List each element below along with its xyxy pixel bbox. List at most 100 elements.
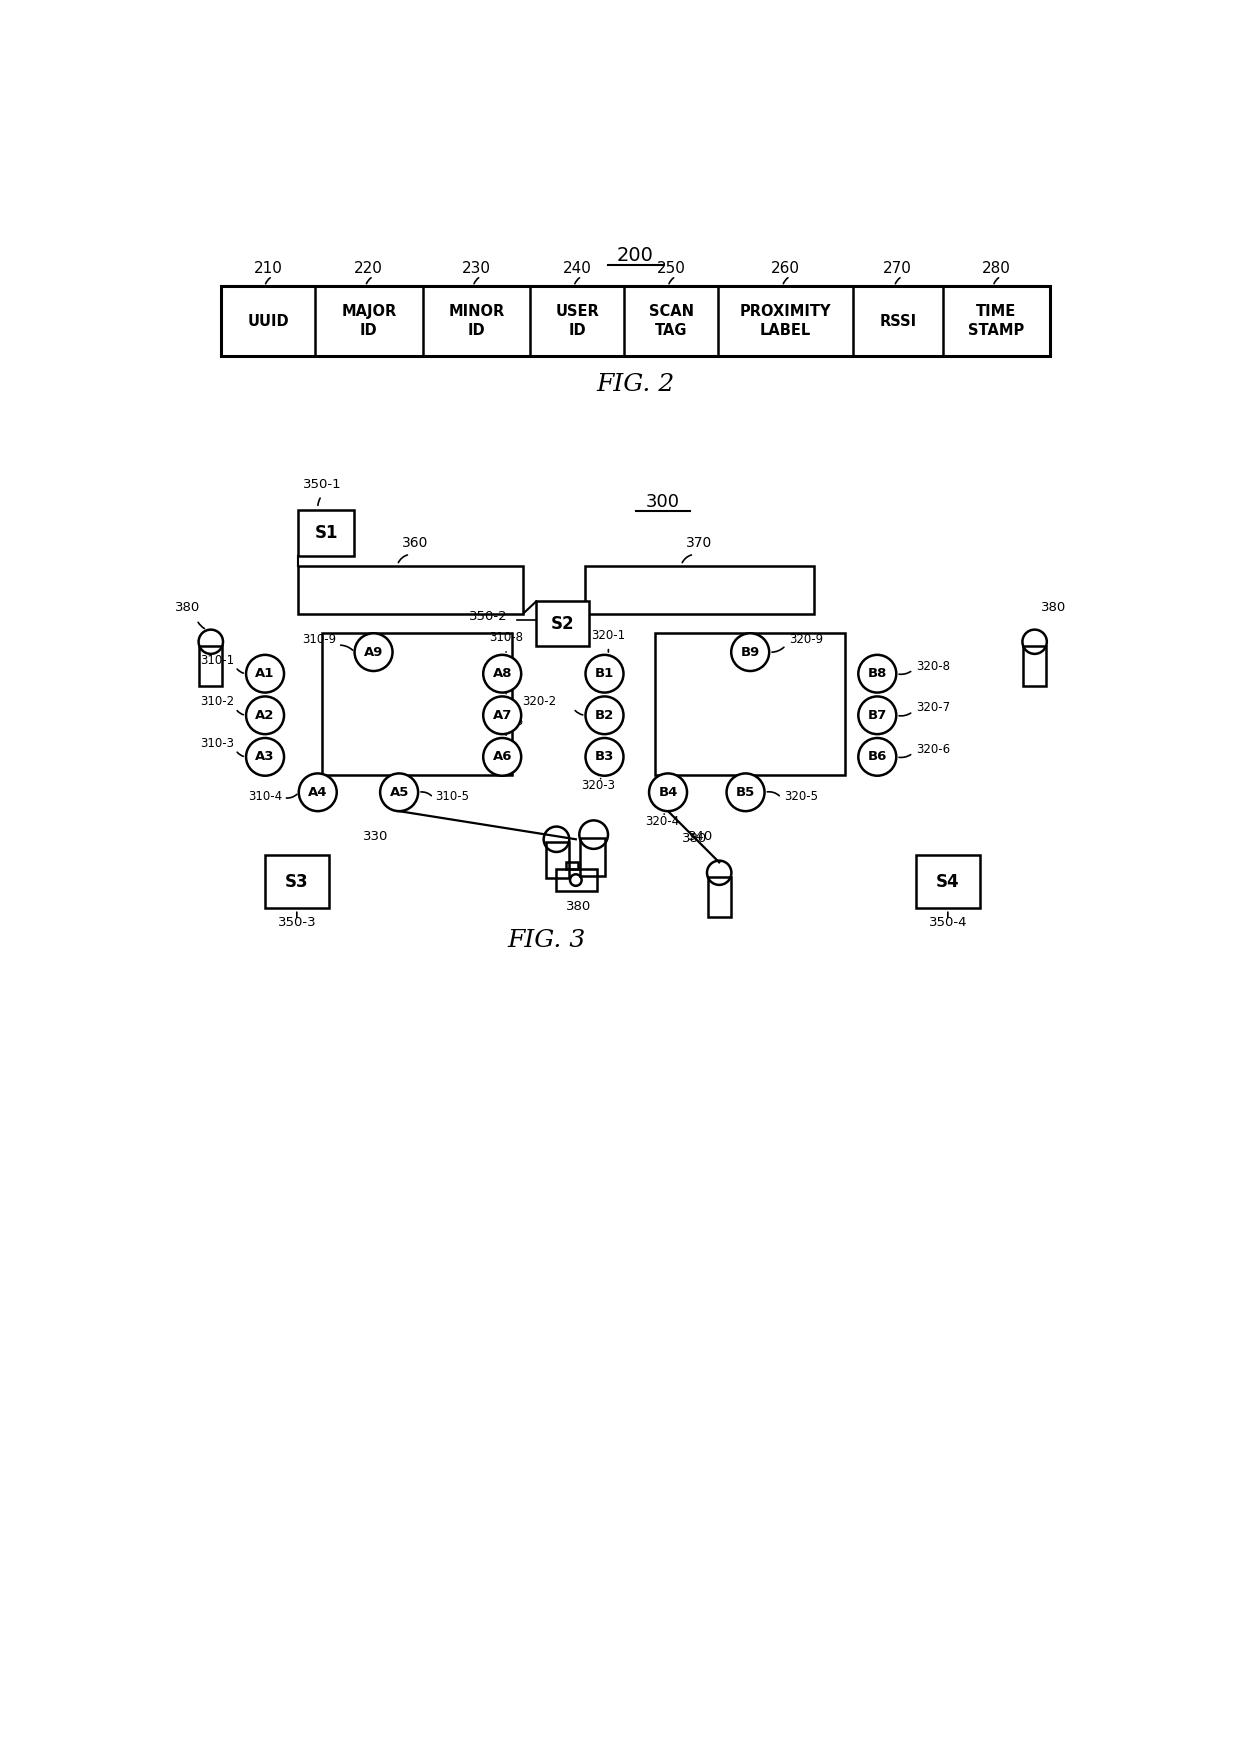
Text: 280: 280 — [982, 262, 1011, 276]
Text: B8: B8 — [868, 667, 887, 681]
Text: S2: S2 — [551, 614, 574, 633]
Circle shape — [299, 773, 337, 811]
Bar — [299, 510, 355, 557]
Circle shape — [484, 654, 521, 693]
Text: 320-5: 320-5 — [785, 790, 818, 803]
Text: 320-2: 320-2 — [522, 695, 557, 708]
Text: B1: B1 — [595, 667, 614, 681]
Text: 210: 210 — [253, 262, 283, 276]
Text: 200: 200 — [618, 246, 653, 265]
Bar — [321, 633, 511, 775]
Text: A4: A4 — [308, 785, 327, 799]
Bar — [585, 565, 813, 614]
Text: 310-2: 310-2 — [200, 695, 234, 708]
Circle shape — [355, 633, 393, 672]
Text: 310-7: 310-7 — [489, 674, 523, 686]
Text: FIG. 2: FIG. 2 — [596, 373, 675, 396]
Circle shape — [484, 696, 521, 735]
Bar — [557, 869, 596, 892]
Bar — [536, 602, 589, 646]
Text: TIME
STAMP: TIME STAMP — [968, 304, 1024, 339]
Text: 380: 380 — [682, 832, 707, 845]
Circle shape — [858, 738, 897, 777]
Text: 320-3: 320-3 — [582, 780, 615, 792]
Text: RSSI: RSSI — [879, 314, 916, 328]
Bar — [916, 855, 980, 907]
Text: 380: 380 — [565, 900, 590, 913]
Text: 310-6: 310-6 — [489, 714, 523, 728]
Text: 310-5: 310-5 — [435, 790, 469, 803]
Text: 310-9: 310-9 — [303, 633, 336, 646]
Text: 370: 370 — [686, 536, 713, 550]
Text: 350-3: 350-3 — [278, 916, 316, 930]
Text: 350-2: 350-2 — [469, 609, 507, 623]
Text: 310-4: 310-4 — [248, 790, 283, 803]
Text: B7: B7 — [868, 708, 887, 722]
Bar — [546, 841, 569, 878]
Text: 320-9: 320-9 — [789, 633, 823, 646]
Circle shape — [858, 696, 897, 735]
Text: 320-4: 320-4 — [645, 815, 680, 827]
Text: 310-8: 310-8 — [489, 632, 523, 644]
Circle shape — [732, 633, 769, 672]
Circle shape — [585, 738, 624, 777]
Text: A6: A6 — [492, 750, 512, 763]
Text: 320-6: 320-6 — [916, 743, 950, 756]
Circle shape — [649, 773, 687, 811]
Text: 320-8: 320-8 — [916, 660, 950, 674]
Text: 340: 340 — [688, 831, 713, 843]
Text: S3: S3 — [285, 872, 309, 890]
Text: USER
ID: USER ID — [556, 304, 599, 339]
Circle shape — [246, 654, 284, 693]
Circle shape — [585, 654, 624, 693]
Text: 350-4: 350-4 — [929, 916, 967, 930]
Text: 270: 270 — [883, 262, 913, 276]
Text: UUID: UUID — [247, 314, 289, 328]
Circle shape — [246, 696, 284, 735]
Bar — [265, 855, 329, 907]
Circle shape — [858, 654, 897, 693]
Text: B5: B5 — [735, 785, 755, 799]
Bar — [565, 862, 578, 869]
Text: 380: 380 — [1042, 600, 1066, 614]
Text: 350-1: 350-1 — [303, 478, 342, 490]
Bar — [221, 286, 1050, 356]
Text: 320-1: 320-1 — [591, 628, 625, 642]
Text: 220: 220 — [355, 262, 383, 276]
Text: 250: 250 — [657, 262, 686, 276]
Text: 330: 330 — [363, 831, 388, 843]
Text: B3: B3 — [595, 750, 614, 763]
Text: A3: A3 — [255, 750, 275, 763]
Text: S4: S4 — [936, 872, 960, 890]
Text: PROXIMITY
LABEL: PROXIMITY LABEL — [740, 304, 831, 339]
Text: 240: 240 — [563, 262, 591, 276]
Text: A1: A1 — [255, 667, 275, 681]
Text: 360: 360 — [402, 536, 429, 550]
Text: 260: 260 — [771, 262, 800, 276]
Bar — [1023, 646, 1047, 686]
Text: A9: A9 — [363, 646, 383, 658]
Text: A5: A5 — [389, 785, 409, 799]
Circle shape — [484, 738, 521, 777]
Text: 300: 300 — [646, 494, 680, 511]
Text: 310-1: 310-1 — [200, 654, 234, 667]
Text: 380: 380 — [175, 600, 200, 614]
Text: 320-7: 320-7 — [916, 701, 950, 714]
Text: MINOR
ID: MINOR ID — [448, 304, 505, 339]
Text: MAJOR
ID: MAJOR ID — [341, 304, 397, 339]
Circle shape — [585, 696, 624, 735]
Bar — [655, 633, 844, 775]
Circle shape — [246, 738, 284, 777]
Text: B2: B2 — [595, 708, 614, 722]
Text: S1: S1 — [315, 524, 339, 541]
Circle shape — [727, 773, 765, 811]
Text: 310-3: 310-3 — [200, 736, 234, 750]
Text: A8: A8 — [492, 667, 512, 681]
Bar — [580, 838, 605, 876]
Circle shape — [381, 773, 418, 811]
Text: A7: A7 — [492, 708, 512, 722]
Text: 230: 230 — [461, 262, 491, 276]
Bar — [708, 876, 730, 918]
Text: FIG. 3: FIG. 3 — [507, 930, 585, 953]
Bar — [299, 565, 523, 614]
